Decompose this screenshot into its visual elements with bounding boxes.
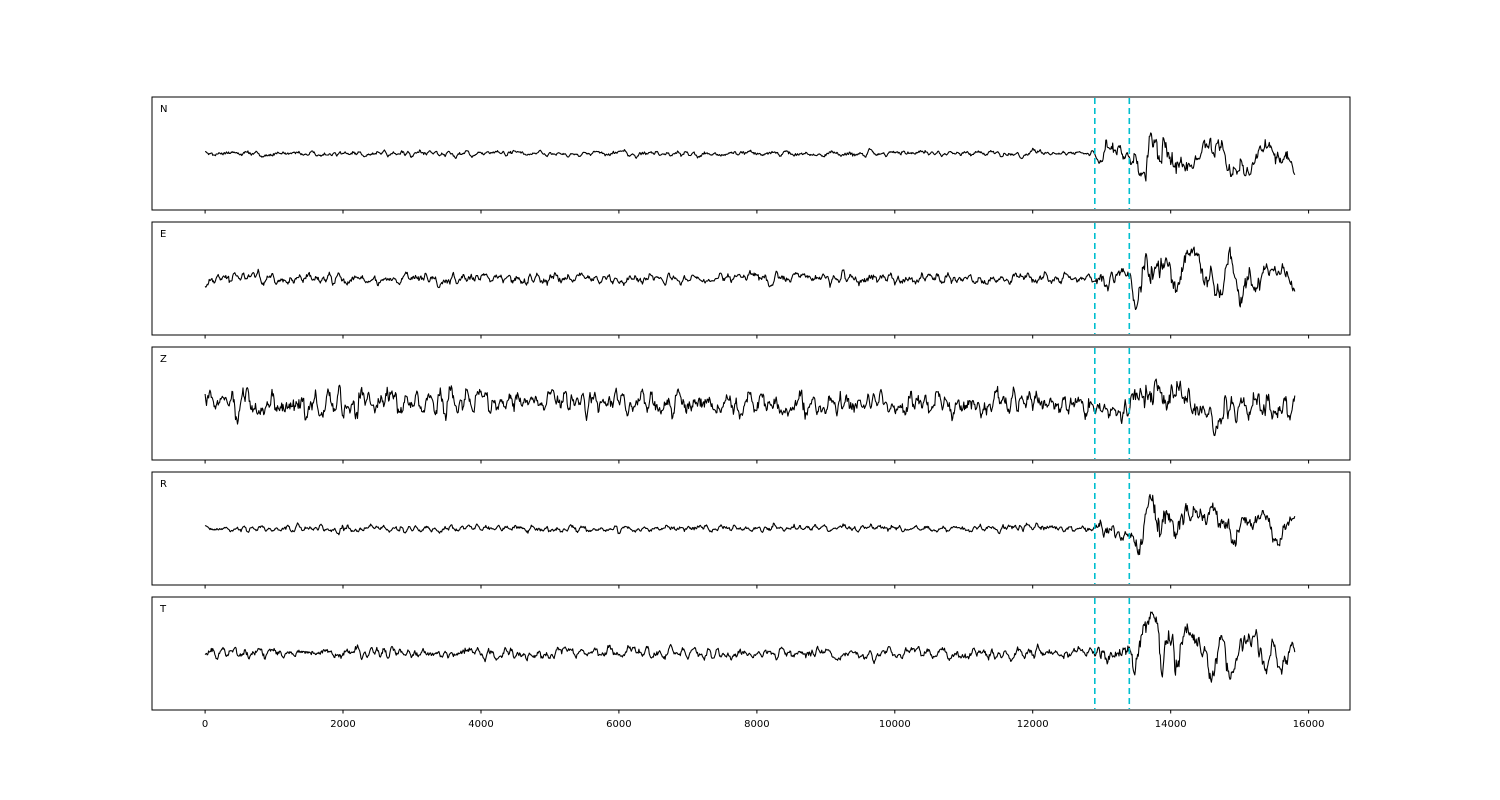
waveform-trace-R [204, 493, 1296, 556]
x-tick-label: 14000 [1155, 719, 1187, 730]
x-tick-label: 16000 [1293, 719, 1325, 730]
x-tick-label: 2000 [330, 719, 355, 730]
panel-Z: Z [151, 346, 1351, 464]
x-tick-label: 12000 [1017, 719, 1049, 730]
waveform-trace-T [204, 611, 1296, 683]
waveform-trace-N [204, 132, 1296, 182]
panel-border [151, 96, 1351, 211]
panel-label: N [160, 104, 167, 115]
panel-N: N [151, 96, 1351, 214]
panel-border [151, 471, 1351, 586]
panel-label: R [160, 479, 167, 490]
x-tick-label: 10000 [879, 719, 911, 730]
panel-T: T 0 2000 4000 6000 8000 10000 12000 14000 16000 [151, 596, 1351, 730]
panel-border [151, 346, 1351, 461]
panel-border [151, 596, 1351, 711]
x-tick-label: 8000 [744, 719, 769, 730]
panel-label: T [159, 604, 167, 615]
panel-E: E [151, 221, 1351, 339]
panel-border [151, 221, 1351, 336]
x-tick-label: 0 [202, 719, 208, 730]
panel-R: R [151, 471, 1351, 589]
panel-label: Z [160, 354, 167, 365]
waveform-trace-E [204, 246, 1296, 311]
x-tick-label: 6000 [606, 719, 631, 730]
waveform-trace-Z [204, 378, 1296, 437]
panel-label: E [160, 229, 166, 240]
x-tick-label: 4000 [468, 719, 493, 730]
